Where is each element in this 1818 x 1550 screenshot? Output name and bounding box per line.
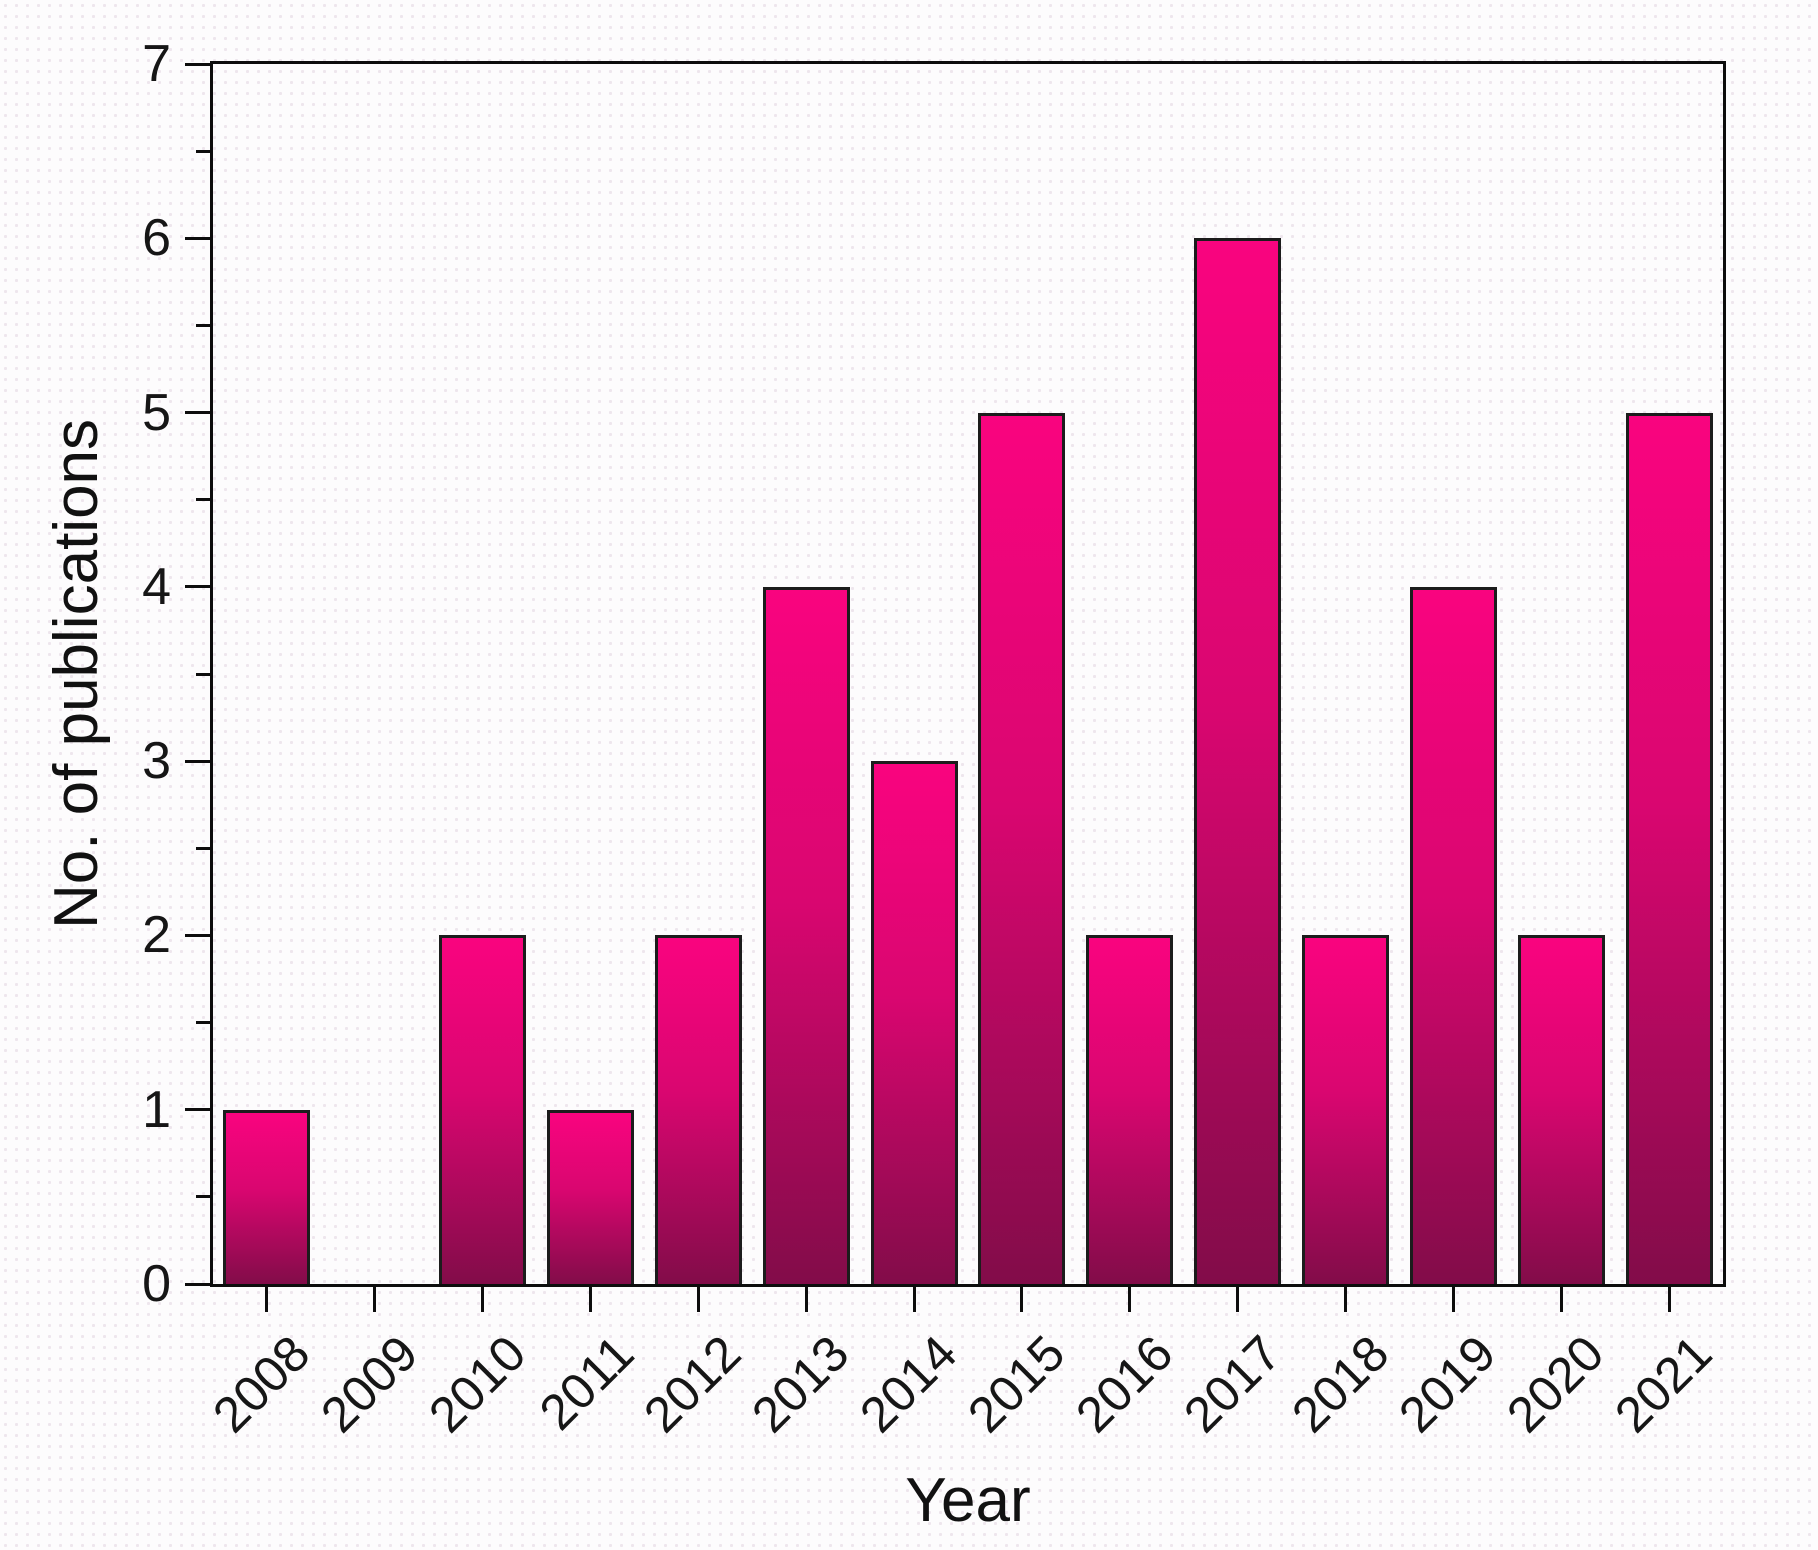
x-tick-label-2019: 2019: [1388, 1324, 1507, 1444]
x-tick-label-2021: 2021: [1604, 1324, 1723, 1444]
x-tick-label-2014: 2014: [849, 1324, 968, 1444]
y-minor-tick: [196, 1195, 210, 1199]
x-tick-2018: [1344, 1287, 1347, 1312]
y-major-tick-0: [185, 1282, 210, 1286]
y-major-tick-3: [185, 759, 210, 763]
x-tick-2015: [1020, 1287, 1024, 1312]
x-tick-2011: [589, 1287, 592, 1312]
bar-2021: [1625, 412, 1713, 1284]
x-tick-2020: [1559, 1287, 1563, 1312]
x-tick-label-2020: 2020: [1496, 1324, 1615, 1444]
x-tick-2016: [1128, 1287, 1132, 1312]
y-minor-tick: [196, 846, 210, 850]
x-tick-label-2018: 2018: [1280, 1324, 1399, 1444]
y-tick-label-6: 6: [142, 209, 171, 268]
y-major-tick-1: [185, 1108, 210, 1112]
x-tick-2013: [804, 1287, 808, 1312]
y-major-tick-6: [185, 236, 210, 240]
bar-2008: [223, 1109, 311, 1284]
x-tick-label-2011: 2011: [528, 1324, 644, 1441]
bar-2020: [1517, 935, 1605, 1284]
y-minor-tick: [196, 1021, 210, 1025]
y-minor-tick: [196, 498, 210, 502]
bar-2013: [762, 586, 850, 1284]
x-tick-label-2013: 2013: [741, 1324, 860, 1444]
x-tick-2017: [1236, 1287, 1240, 1312]
bar-2018: [1302, 935, 1389, 1284]
x-tick-2012: [696, 1287, 700, 1312]
x-tick-label-2016: 2016: [1065, 1324, 1184, 1444]
x-tick-label-2015: 2015: [957, 1324, 1076, 1444]
x-tick-label-2012: 2012: [633, 1324, 752, 1444]
x-tick-2010: [481, 1287, 485, 1312]
y-minor-tick: [196, 149, 210, 153]
x-tick-label-2010: 2010: [417, 1324, 537, 1444]
x-tick-2008: [265, 1287, 269, 1312]
y-major-tick-5: [185, 411, 210, 415]
bar-2017: [1194, 238, 1282, 1284]
bar-2016: [1086, 935, 1174, 1284]
plot-area: [210, 61, 1726, 1287]
x-tick-2014: [912, 1287, 916, 1312]
y-major-tick-2: [185, 933, 210, 937]
y-tick-label-3: 3: [142, 732, 171, 791]
x-tick-2019: [1451, 1287, 1455, 1312]
y-tick-label-7: 7: [142, 35, 171, 93]
x-tick-label-2008: 2008: [202, 1324, 321, 1444]
y-minor-tick: [196, 323, 210, 327]
y-minor-tick: [196, 672, 210, 676]
x-tick-2009: [373, 1287, 377, 1312]
y-tick-label-0: 0: [142, 1255, 171, 1313]
y-tick-label-2: 2: [142, 906, 171, 965]
y-tick-label-5: 5: [142, 383, 171, 442]
x-tick-label-2017: 2017: [1172, 1324, 1292, 1444]
bar-2014: [870, 761, 958, 1284]
bar-2010: [439, 935, 527, 1284]
y-tick-label-4: 4: [142, 557, 171, 616]
bar-2019: [1409, 586, 1497, 1284]
x-tick-2021: [1667, 1287, 1671, 1312]
bar-2015: [978, 412, 1066, 1284]
y-major-tick-4: [185, 585, 210, 589]
bar-2011: [547, 1109, 634, 1284]
bar-2012: [654, 935, 742, 1284]
x-tick-label-2009: 2009: [310, 1324, 429, 1444]
y-tick-label-1: 1: [142, 1080, 171, 1139]
x-axis-title: Year: [905, 1466, 1031, 1535]
y-major-tick-7: [185, 62, 210, 66]
